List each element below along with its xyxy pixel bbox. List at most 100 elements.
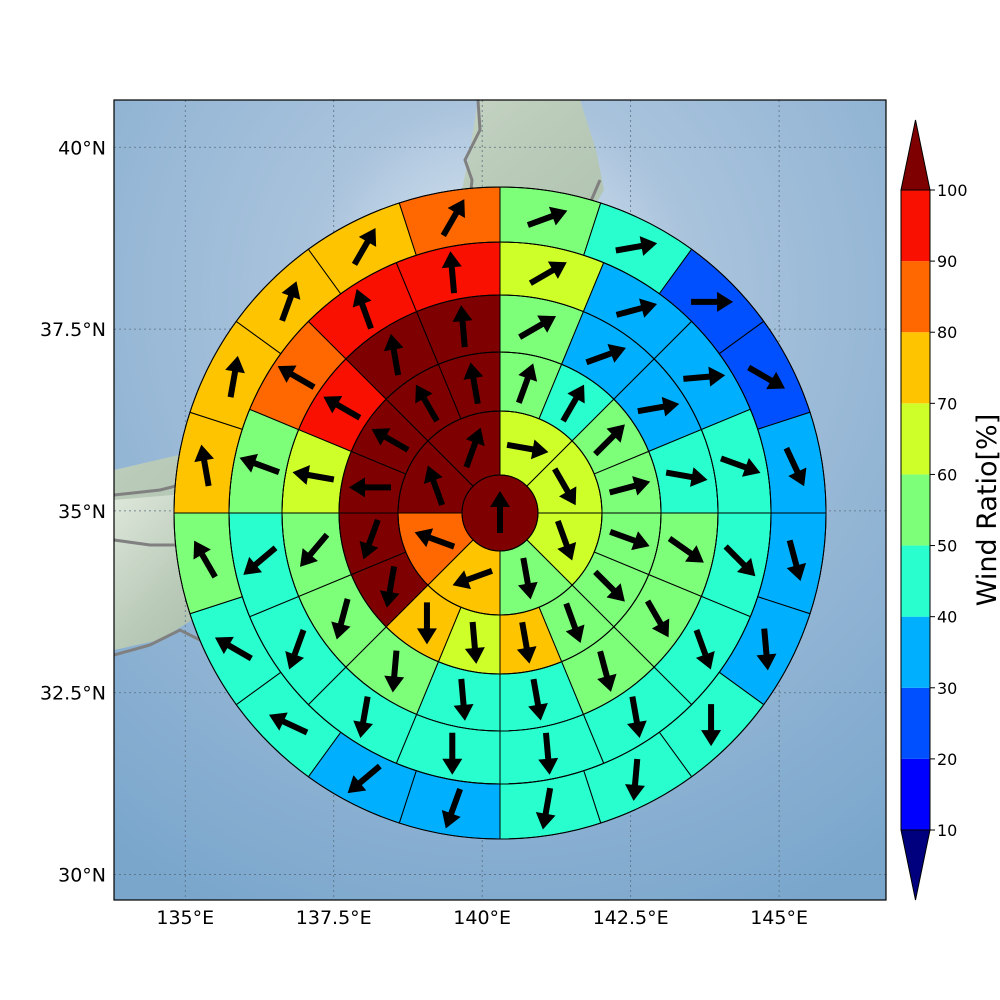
wind-arrow-shape (239, 453, 281, 475)
wind-arrow (277, 365, 316, 390)
lon-tick-label: 142.5°E (593, 907, 669, 929)
wind-arrow-shape (383, 333, 404, 376)
wind-arrow-shape (414, 528, 456, 550)
colorbar-tick-label: 10 (937, 821, 957, 840)
wind-arrow-shape (349, 477, 392, 498)
wind-arrow-shape (506, 439, 549, 460)
wind-arrow-shape (347, 763, 382, 794)
wind-arrow (693, 629, 715, 670)
colorbar-tick-label: 30 (937, 679, 957, 698)
wind-arrow-shape (416, 602, 437, 645)
wind-arrow (560, 384, 585, 423)
wind-arrow-shape (786, 539, 807, 581)
wind-arrow (193, 540, 218, 579)
wind-arrow (351, 227, 377, 266)
wind-arrow (637, 396, 680, 417)
wind-arrow-shape (756, 628, 777, 671)
lon-tick-label: 140°E (453, 907, 511, 929)
wind-arrow-shape (299, 532, 330, 567)
ring-outline (397, 410, 603, 616)
colorbar-segment (901, 332, 930, 404)
wind-arrow-shape (719, 455, 761, 477)
wind-arrow-shape (538, 732, 559, 775)
wind-arrow-shape (552, 467, 577, 506)
wind-arrow-shape (442, 732, 463, 775)
wind-arrow (453, 678, 474, 721)
wind-arrow-shape (379, 565, 400, 608)
wind-arrow (667, 536, 704, 563)
wind-arrow (442, 732, 463, 775)
wind-arrow (593, 569, 625, 602)
wind-arrow-shape (285, 629, 307, 670)
wind-arrow-shape (279, 281, 301, 322)
wind-arrow (516, 621, 537, 664)
wind-arrow-shape (331, 598, 351, 640)
longitude-ticks: 135°E 137.5°E 140°E 142.5°E 145°E (156, 907, 808, 929)
wind-arrow-shape (593, 424, 625, 457)
ring-outlines (173, 186, 827, 840)
wind-arrow (691, 291, 734, 312)
wind-arrow (279, 281, 301, 322)
wind-arrow (331, 598, 351, 640)
wind-arrow (239, 453, 281, 475)
wind-arrow (683, 366, 726, 387)
wind-arrow (756, 628, 777, 671)
wind-arrow (593, 424, 625, 457)
colorbar-title: Wind Ratio[%] (972, 414, 1000, 606)
wind-arrow (423, 465, 445, 507)
wind-arrow (352, 289, 374, 330)
lon-tick-label: 145°E (750, 907, 808, 929)
wind-arrow-shape (518, 315, 557, 340)
wind-arrow-shape (351, 227, 377, 266)
wind-arrow-shape (667, 536, 704, 563)
wind-arrow-shape (747, 364, 786, 390)
wind-arrow (627, 696, 647, 738)
wind-arrow (528, 261, 567, 286)
ring-outline (228, 241, 772, 785)
colorbar-segment (901, 474, 930, 546)
wind-arrow (597, 650, 617, 692)
wind-arrow (441, 251, 462, 294)
colorbar-tick-label: 40 (937, 608, 957, 627)
lat-tick-label: 37.5°N (40, 319, 106, 341)
lon-tick-label: 137.5°E (296, 907, 372, 929)
wind-arrow (268, 712, 309, 736)
wind-arrow-shape (243, 545, 278, 575)
wind-arrow-shape (644, 599, 670, 638)
colorbar-segment (901, 545, 930, 617)
wind-arrow (415, 384, 440, 423)
wind-arrow (786, 539, 807, 581)
wind-arrow (440, 199, 465, 237)
wind-arrow-shape (693, 629, 715, 670)
wind-arrow-shape (665, 467, 708, 487)
wind-arrow-shape (609, 528, 650, 551)
wind-arrow (414, 528, 456, 550)
wind-arrow (518, 315, 557, 340)
wind-arrow-shape (423, 465, 445, 507)
wind-arrow-shape (597, 650, 617, 692)
wind-arrow (747, 364, 786, 390)
wind-arrow (490, 491, 510, 533)
wind-arrow (463, 362, 484, 405)
colorbar-tick-label: 80 (937, 323, 957, 342)
wind-arrow (299, 532, 330, 567)
wind-arrow-shape (463, 427, 485, 469)
wind-arrow (349, 477, 392, 498)
wind-arrow (665, 467, 708, 487)
wind-arrow-shape (440, 199, 465, 237)
wind-arrow-shape (560, 384, 585, 423)
lat-tick-label: 35°N (58, 501, 106, 523)
wind-arrow (723, 544, 756, 577)
wind-arrow-shape (701, 704, 722, 747)
wind-arrow-shape (585, 343, 626, 366)
wind-arrow-shape (528, 261, 567, 286)
wind-arrow-shape (615, 298, 658, 318)
colorbar-segment (901, 758, 930, 830)
wind-arrow-shape (194, 444, 214, 487)
wind-arrow (194, 444, 214, 487)
wind-arrow (526, 206, 568, 228)
wind-arrow-shape (384, 650, 405, 693)
wind-arrow (515, 363, 538, 404)
wind-arrow (384, 650, 405, 693)
